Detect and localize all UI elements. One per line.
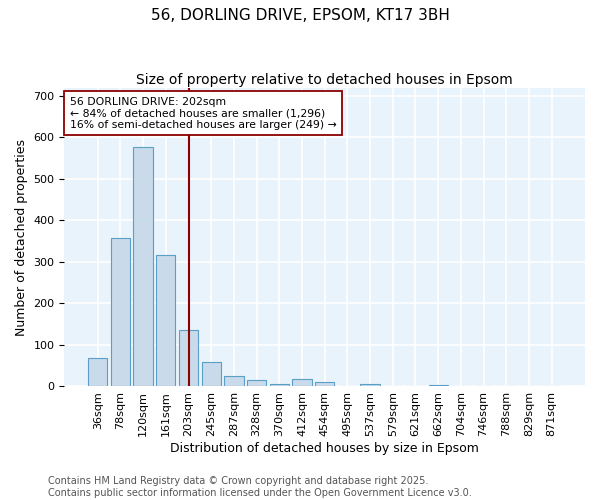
Text: Contains HM Land Registry data © Crown copyright and database right 2025.
Contai: Contains HM Land Registry data © Crown c…: [48, 476, 472, 498]
Bar: [224, 376, 244, 386]
Bar: [202, 362, 221, 386]
X-axis label: Distribution of detached houses by size in Epsom: Distribution of detached houses by size …: [170, 442, 479, 455]
Text: 56 DORLING DRIVE: 202sqm
← 84% of detached houses are smaller (1,296)
16% of sem: 56 DORLING DRIVE: 202sqm ← 84% of detach…: [70, 96, 337, 130]
Bar: [269, 384, 289, 386]
Bar: [315, 382, 334, 386]
Title: Size of property relative to detached houses in Epsom: Size of property relative to detached ho…: [136, 72, 513, 86]
Bar: [133, 146, 153, 386]
Bar: [292, 379, 311, 386]
Bar: [111, 238, 130, 386]
Y-axis label: Number of detached properties: Number of detached properties: [15, 138, 28, 336]
Text: 56, DORLING DRIVE, EPSOM, KT17 3BH: 56, DORLING DRIVE, EPSOM, KT17 3BH: [151, 8, 449, 22]
Bar: [88, 358, 107, 386]
Bar: [428, 385, 448, 386]
Bar: [361, 384, 380, 386]
Bar: [156, 255, 175, 386]
Bar: [179, 330, 198, 386]
Bar: [247, 380, 266, 386]
